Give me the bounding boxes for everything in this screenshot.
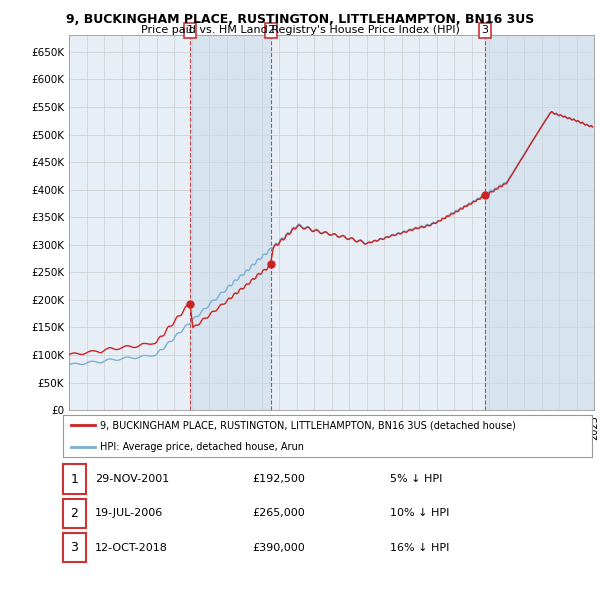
- Text: £192,500: £192,500: [252, 474, 305, 484]
- Text: Price paid vs. HM Land Registry's House Price Index (HPI): Price paid vs. HM Land Registry's House …: [140, 25, 460, 35]
- Text: 2: 2: [70, 507, 79, 520]
- Text: 3: 3: [482, 25, 488, 35]
- Bar: [190, 35, 271, 410]
- Text: 2: 2: [268, 25, 275, 35]
- Text: 9, BUCKINGHAM PLACE, RUSTINGTON, LITTLEHAMPTON, BN16 3US (detached house): 9, BUCKINGHAM PLACE, RUSTINGTON, LITTLEH…: [100, 421, 516, 430]
- Text: 19-JUL-2006: 19-JUL-2006: [95, 509, 163, 518]
- Text: 5% ↓ HPI: 5% ↓ HPI: [390, 474, 442, 484]
- Text: 10% ↓ HPI: 10% ↓ HPI: [390, 509, 449, 518]
- Text: 29-NOV-2001: 29-NOV-2001: [95, 474, 169, 484]
- Text: 16% ↓ HPI: 16% ↓ HPI: [390, 543, 449, 552]
- Text: 3: 3: [70, 541, 79, 554]
- Bar: [485, 35, 594, 410]
- Text: 12-OCT-2018: 12-OCT-2018: [95, 543, 167, 552]
- Text: 9, BUCKINGHAM PLACE, RUSTINGTON, LITTLEHAMPTON, BN16 3US: 9, BUCKINGHAM PLACE, RUSTINGTON, LITTLEH…: [66, 13, 534, 26]
- Text: 1: 1: [70, 473, 79, 486]
- Text: £265,000: £265,000: [252, 509, 305, 518]
- Text: £390,000: £390,000: [252, 543, 305, 552]
- Text: HPI: Average price, detached house, Arun: HPI: Average price, detached house, Arun: [100, 442, 304, 451]
- Text: 1: 1: [187, 25, 193, 35]
